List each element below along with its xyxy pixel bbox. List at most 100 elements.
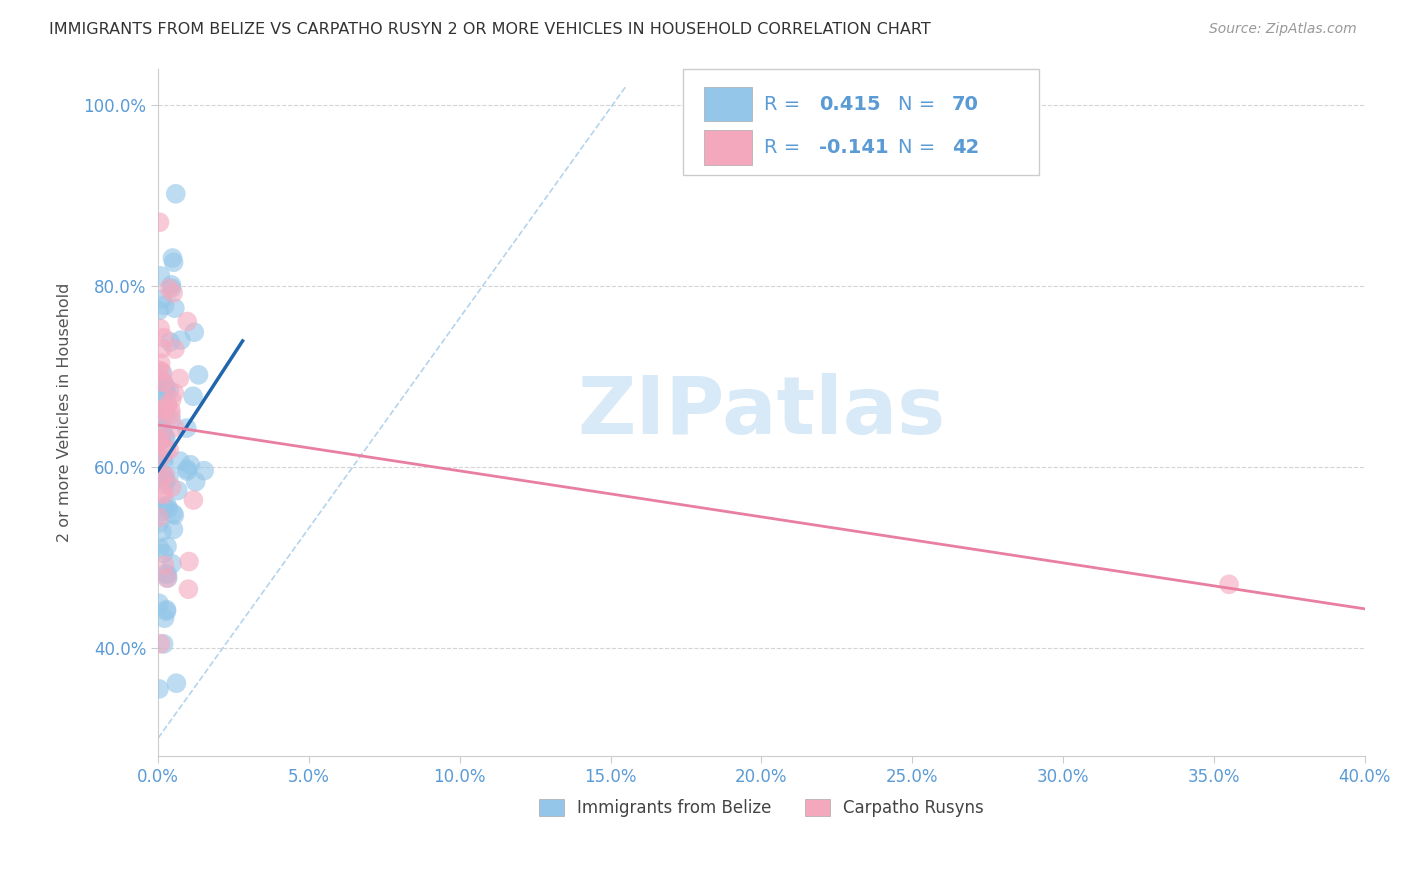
Immigrants from Belize [157,469,180,483]
Carpatho Rusyns [169,371,191,385]
Carpatho Rusyns [163,385,186,400]
Immigrants from Belize [148,681,170,696]
Immigrants from Belize [148,398,170,412]
Immigrants from Belize [156,567,179,582]
Carpatho Rusyns [148,363,170,377]
Immigrants from Belize [150,431,173,445]
Immigrants from Belize [152,468,174,483]
Carpatho Rusyns [152,485,174,500]
Immigrants from Belize [176,464,198,478]
Carpatho Rusyns [162,285,184,300]
Carpatho Rusyns [152,487,174,501]
Carpatho Rusyns [163,342,186,356]
Carpatho Rusyns [148,433,170,447]
Carpatho Rusyns [149,321,172,335]
Carpatho Rusyns [153,558,176,573]
Text: IMMIGRANTS FROM BELIZE VS CARPATHO RUSYN 2 OR MORE VEHICLES IN HOUSEHOLD CORRELA: IMMIGRANTS FROM BELIZE VS CARPATHO RUSYN… [49,22,931,37]
Y-axis label: 2 or more Vehicles in Household: 2 or more Vehicles in Household [58,283,72,542]
Carpatho Rusyns [160,392,183,407]
Immigrants from Belize [159,334,181,349]
Carpatho Rusyns [153,331,176,345]
Immigrants from Belize [155,378,177,392]
Text: 42: 42 [952,138,980,157]
Immigrants from Belize [153,298,176,312]
Immigrants from Belize [169,454,191,468]
Immigrants from Belize [170,333,193,347]
Carpatho Rusyns [148,434,170,448]
Immigrants from Belize [148,470,170,484]
Bar [703,130,752,165]
Carpatho Rusyns [150,342,173,356]
Immigrants from Belize [148,516,170,530]
Carpatho Rusyns [155,468,177,483]
Carpatho Rusyns [160,480,183,494]
Carpatho Rusyns [156,571,179,585]
Carpatho Rusyns [152,404,174,418]
Text: R =: R = [763,138,807,157]
FancyBboxPatch shape [683,69,1039,175]
Immigrants from Belize [150,378,173,392]
Immigrants from Belize [155,386,177,401]
Text: N =: N = [898,138,941,157]
Immigrants from Belize [153,611,176,625]
Carpatho Rusyns [183,493,205,508]
Immigrants from Belize [153,500,176,514]
Immigrants from Belize [155,408,177,422]
Text: ZIPatlas: ZIPatlas [578,374,946,451]
Immigrants from Belize [163,301,186,315]
Carpatho Rusyns [149,637,172,651]
Immigrants from Belize [148,303,170,318]
Carpatho Rusyns [155,442,177,457]
Immigrants from Belize [155,604,177,618]
Immigrants from Belize [162,523,184,537]
Immigrants from Belize [160,281,183,295]
Immigrants from Belize [165,676,187,690]
Legend: Immigrants from Belize, Carpatho Rusyns: Immigrants from Belize, Carpatho Rusyns [533,792,991,823]
Text: -0.141: -0.141 [820,138,889,157]
Immigrants from Belize [166,483,188,498]
Immigrants from Belize [162,507,184,521]
Carpatho Rusyns [148,510,170,524]
Immigrants from Belize [193,464,215,478]
Immigrants from Belize [152,453,174,467]
Immigrants from Belize [150,292,173,306]
Carpatho Rusyns [159,402,181,417]
Immigrants from Belize [155,602,177,616]
Immigrants from Belize [160,412,183,426]
Immigrants from Belize [176,421,198,435]
Carpatho Rusyns [163,420,186,434]
Immigrants from Belize [150,505,173,519]
Immigrants from Belize [150,524,173,539]
Immigrants from Belize [152,637,174,651]
Immigrants from Belize [155,566,177,581]
Carpatho Rusyns [176,314,198,328]
Immigrants from Belize [162,251,184,265]
Carpatho Rusyns [157,281,180,295]
Carpatho Rusyns [148,215,170,229]
Immigrants from Belize [148,596,170,610]
Immigrants from Belize [156,571,179,585]
Carpatho Rusyns [156,398,179,412]
Immigrants from Belize [179,458,201,472]
Carpatho Rusyns [157,442,180,457]
Text: N =: N = [898,95,941,114]
Carpatho Rusyns [152,376,174,390]
Immigrants from Belize [156,499,179,513]
Immigrants from Belize [163,508,186,523]
Carpatho Rusyns [177,582,200,597]
Immigrants from Belize [157,501,180,516]
Immigrants from Belize [160,277,183,292]
Text: 70: 70 [952,95,979,114]
Text: R =: R = [763,95,807,114]
Carpatho Rusyns [153,402,176,417]
Immigrants from Belize [152,366,174,380]
Immigrants from Belize [155,474,177,488]
Immigrants from Belize [153,430,176,444]
Carpatho Rusyns [149,356,172,370]
Carpatho Rusyns [150,364,173,378]
Immigrants from Belize [150,421,173,435]
Immigrants from Belize [176,462,198,476]
Bar [703,87,752,121]
Carpatho Rusyns [177,555,200,569]
Immigrants from Belize [156,396,179,410]
